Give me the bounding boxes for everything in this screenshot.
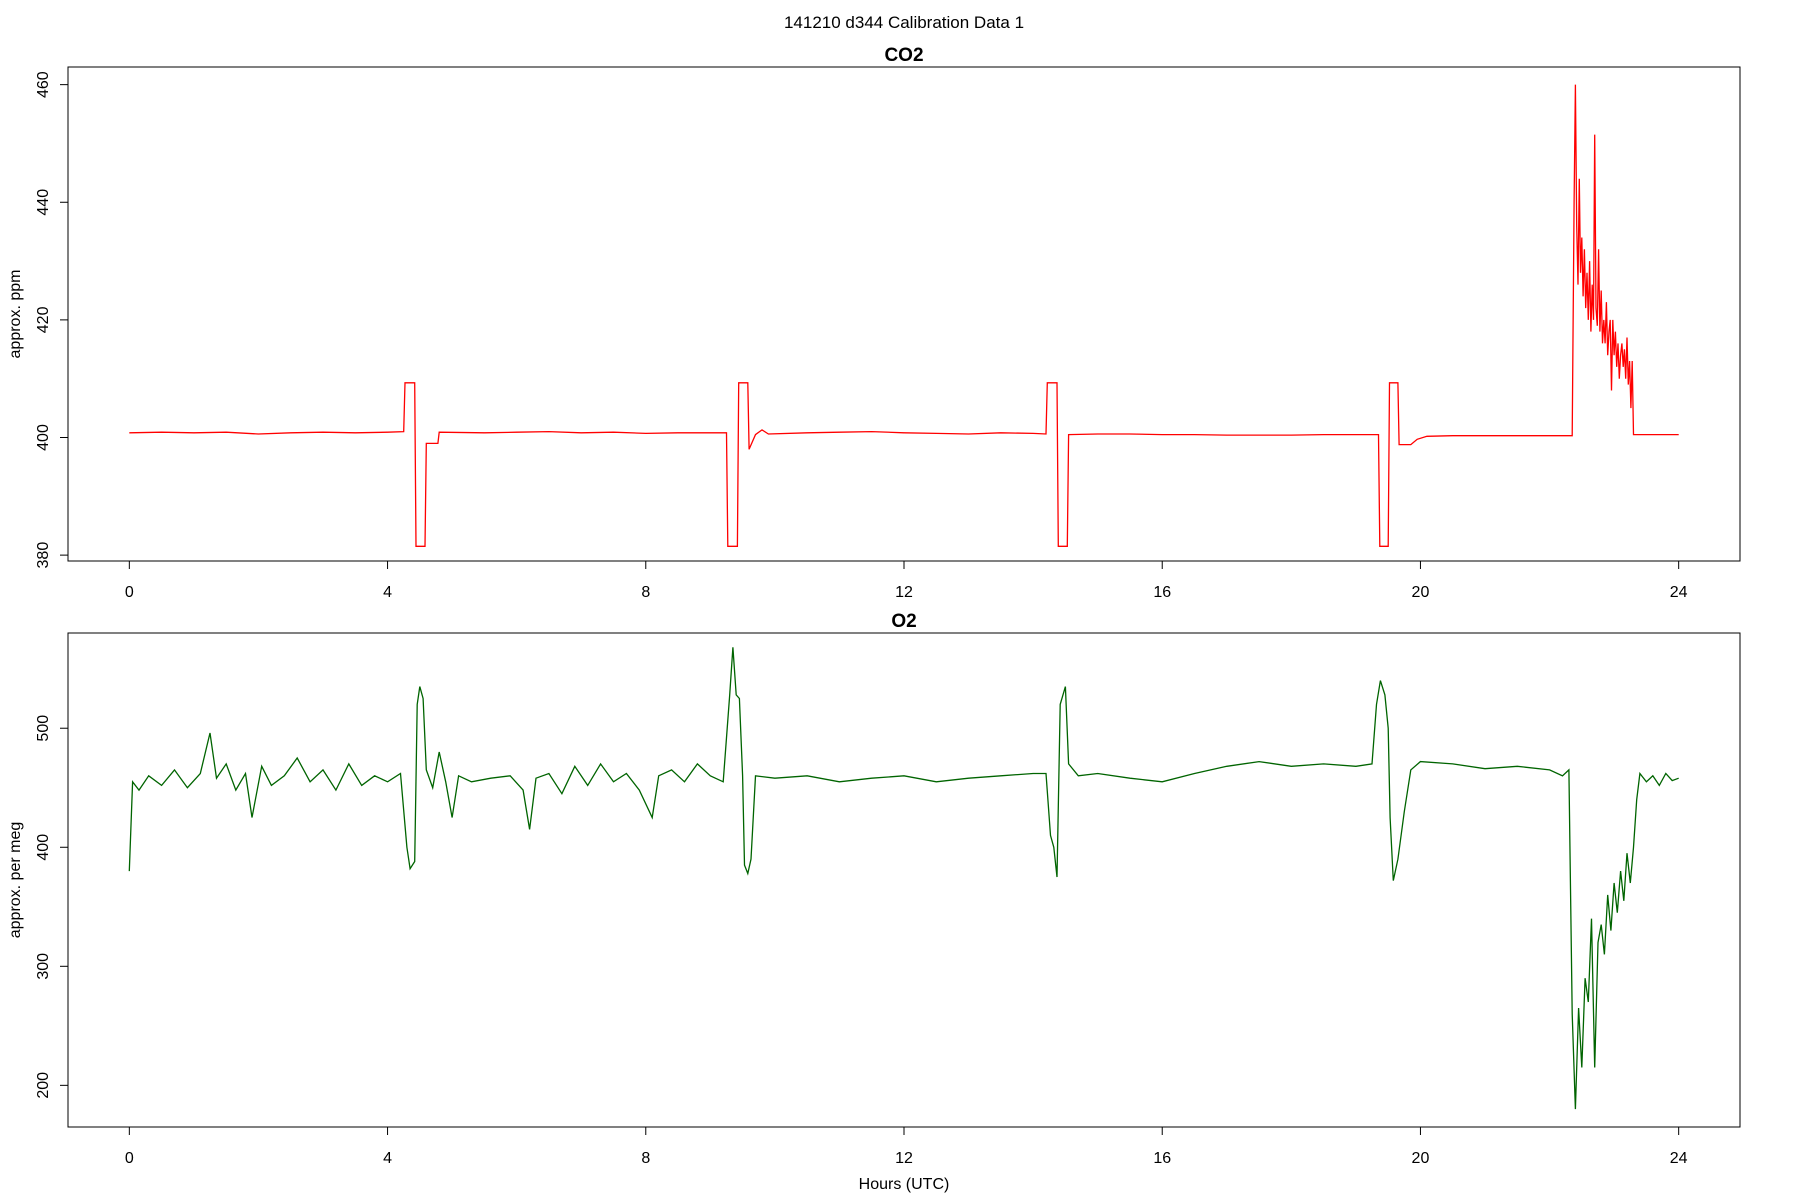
co2-y-tick-label: 440	[35, 189, 52, 216]
co2-series-line	[129, 84, 1679, 547]
o2-y-axis: 200 300 400 500	[35, 715, 69, 1099]
co2-x-tick-label: 4	[383, 584, 392, 601]
co2-x-tick-label: 20	[1412, 584, 1430, 601]
o2-ylabel: approx. per meg	[7, 822, 24, 939]
o2-y-tick-label: 400	[35, 834, 52, 861]
o2-xlabel: Hours (UTC)	[859, 1176, 950, 1193]
o2-title: O2	[891, 611, 916, 632]
o2-series-line	[128, 647, 1679, 1110]
co2-x-tick-label: 24	[1670, 584, 1688, 601]
o2-x-tick-label: 20	[1412, 1150, 1430, 1167]
co2-title: CO2	[884, 45, 923, 66]
o2-x-axis: 0 4 8 12 16 20 24	[125, 1126, 1688, 1167]
co2-x-tick-label: 8	[641, 584, 650, 601]
o2-x-tick-label: 4	[383, 1150, 392, 1167]
co2-plot-frame	[67, 66, 1741, 562]
co2-x-tick-label: 16	[1153, 584, 1171, 601]
o2-x-tick-label: 24	[1670, 1150, 1688, 1167]
co2-x-axis: 0 4 8 12 16 20 24	[125, 560, 1688, 601]
o2-y-tick-label: 200	[35, 1072, 52, 1099]
co2-y-tick-label: 400	[35, 424, 52, 451]
o2-x-tick-label: 16	[1153, 1150, 1171, 1167]
figure-suptitle: 141210 d344 Calibration Data 1	[784, 13, 1024, 32]
co2-y-tick-label: 380	[35, 542, 52, 569]
o2-y-tick-label: 300	[35, 953, 52, 980]
co2-x-tick-label: 12	[895, 584, 913, 601]
o2-y-tick-label: 500	[35, 715, 52, 742]
co2-ylabel: approx. ppm	[7, 270, 24, 359]
co2-y-tick-label: 460	[35, 71, 52, 98]
o2-panel: O2 approx. per meg Hours (UTC) 0 4 8 12 16 20…	[7, 611, 1741, 1193]
co2-panel: CO2 approx. ppm 0 4 8 12 16 20 24 380 400 420 440…	[7, 45, 1741, 601]
o2-x-tick-label: 0	[125, 1150, 134, 1167]
o2-plot-frame	[67, 632, 1741, 1128]
co2-y-tick-label: 420	[35, 306, 52, 333]
co2-y-axis: 380 400 420 440 460	[35, 71, 69, 569]
o2-x-tick-label: 8	[641, 1150, 650, 1167]
o2-x-tick-label: 12	[895, 1150, 913, 1167]
co2-x-tick-label: 0	[125, 584, 134, 601]
